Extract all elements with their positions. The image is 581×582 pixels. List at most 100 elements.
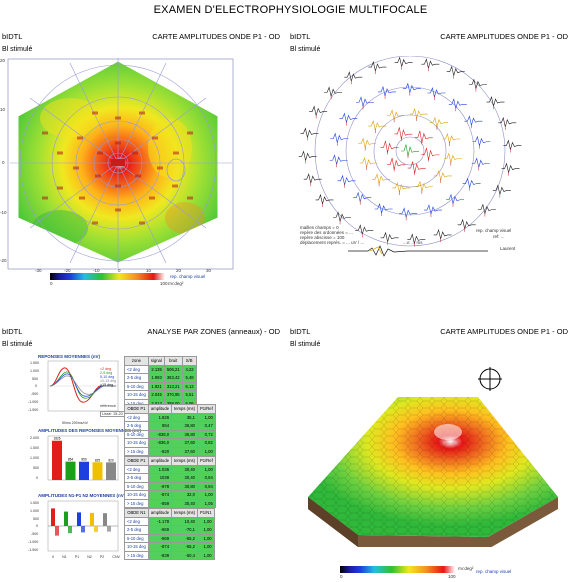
panel-header: bIDTL CARTE AMPLITUDES ONDE P1 - OD xyxy=(288,30,576,44)
legend-line: déplacement représ. = ... uV / ... xyxy=(300,240,365,245)
header-cell: signal xyxy=(147,356,165,366)
value-marker xyxy=(79,196,85,200)
table-cell: 2.045 xyxy=(147,390,165,400)
value-marker xyxy=(157,166,163,170)
table-cell: -978 xyxy=(147,481,173,491)
response-trace xyxy=(423,204,442,215)
patient-label: bIDTL xyxy=(290,32,311,41)
table-row: 10-15 deg -874 -55,2 1,00 xyxy=(124,542,215,552)
response-trace xyxy=(399,207,418,218)
header-cell: P1/Ref xyxy=(196,404,216,414)
bar-label: 854 xyxy=(68,458,74,462)
table-cell: 10-15 deg xyxy=(124,438,149,448)
bar xyxy=(90,512,94,526)
response-trace xyxy=(448,98,467,109)
table-row: 2-5 deg -869 -70,1 1,00 xyxy=(124,525,215,535)
response-trace xyxy=(329,154,348,165)
x-tick: 0 xyxy=(118,268,121,273)
table-cell: 10,40 xyxy=(171,516,198,526)
patient-label: bIDTL xyxy=(290,327,311,336)
x-tick: N1 xyxy=(62,555,67,559)
panel-header: bIDTL CARTE AMPLITUDES ONDE P1 - OD xyxy=(288,325,576,339)
response-trace xyxy=(394,127,413,140)
colorbar-unit: nV.deg² xyxy=(168,281,184,286)
response-trace xyxy=(503,139,522,150)
table-row: > 15 deg -839 -50,4 1,00 xyxy=(124,550,215,560)
value-marker xyxy=(115,184,121,188)
chart1-ytick: -1.500 xyxy=(28,408,39,412)
table-row: 10-15 deg -874 32,0 1,00 xyxy=(124,490,216,500)
table-cell: -820 xyxy=(147,446,173,456)
colorbar-min: 0 xyxy=(50,281,53,286)
table-cell: 2-5 deg xyxy=(124,373,149,383)
value-marker xyxy=(135,174,141,178)
table-row: 10-15 deg 2.045 370,95 5,51 xyxy=(124,390,197,400)
response-trace xyxy=(429,116,448,127)
table-cell: 30,40 xyxy=(171,498,198,508)
table-cell: 37,60 xyxy=(171,438,198,448)
response-trace xyxy=(477,203,496,214)
table-row: 5-10 deg -869 -55,2 1,00 xyxy=(124,533,215,543)
response-trace xyxy=(300,127,319,138)
side-label: Lissé: 15-20 xyxy=(100,411,125,417)
bar xyxy=(106,462,116,480)
table-cell: 1,00 xyxy=(196,412,216,422)
scale-label: ...v: ... ms xyxy=(403,240,423,245)
panel-trace-array: bIDTL CARTE AMPLITUDES ONDE P1 - OD Bl s… xyxy=(288,30,576,300)
chart2-title: AMPLITUDES DES REPONSES MOYENNES (nV) xyxy=(38,428,142,433)
response-trace xyxy=(468,78,487,89)
table-cell: 4,22 xyxy=(181,364,197,374)
reference-trace xyxy=(348,245,488,257)
bar xyxy=(68,526,72,534)
response-trace xyxy=(378,85,397,96)
table-cell: 1,00 xyxy=(196,525,215,535)
value-marker xyxy=(115,208,121,212)
legend-line: repère des ordonnées = ... xyxy=(300,230,353,235)
table-cell: 30,40 xyxy=(171,473,198,483)
header-cell: amplitude xyxy=(147,456,173,466)
value-marker xyxy=(172,184,178,188)
response-trace xyxy=(356,96,375,107)
table-cell: 1,00 xyxy=(196,542,215,552)
response-trace xyxy=(330,132,349,143)
value-marker xyxy=(173,151,179,155)
colorbar-note: rep. champ visuel xyxy=(476,569,512,574)
response-trace xyxy=(443,152,462,163)
chart1-ytick: -1.000 xyxy=(28,400,39,404)
chart3-ytick: -1.000 xyxy=(28,540,39,544)
y-tick: 0 xyxy=(2,160,5,165)
response-trace xyxy=(298,150,317,161)
response-trace xyxy=(355,224,374,235)
table-cell: 1,00 xyxy=(196,516,215,526)
table-row: 5-10 deg -838,0 36,80 0,72 xyxy=(124,429,216,439)
response-trace xyxy=(387,109,406,120)
patient-label: bIDTL xyxy=(2,32,23,41)
table-cell: -1.178 xyxy=(147,516,173,526)
x-tick: 10 xyxy=(146,268,152,273)
response-trace xyxy=(472,135,491,146)
response-trace xyxy=(315,193,334,205)
table-cell: 1.993 xyxy=(147,373,165,383)
table-cell: -838,0 xyxy=(147,429,173,439)
table-cell: 1,00 xyxy=(196,490,216,500)
colorbar-unit: nV.deg² xyxy=(458,566,474,571)
table-cell: 0,82 xyxy=(196,438,216,448)
chart2-ytick: 1.500 xyxy=(30,446,39,450)
panel-header: bIDTL ANALYSE PAR ZONES (anneaux) - OD xyxy=(0,325,288,339)
table-cell: -874 xyxy=(147,490,173,500)
value-marker xyxy=(139,221,145,225)
response-trace xyxy=(501,162,520,173)
chart3-xaxis: 0 N1 P1 N2 P2 CNV xyxy=(52,555,120,559)
value-marker xyxy=(187,196,193,200)
table-cell: -55,2 xyxy=(171,533,198,543)
header-cell: amplitude xyxy=(147,404,173,414)
response-trace xyxy=(358,137,377,148)
table-cell: <2 deg xyxy=(124,412,149,422)
response-trace xyxy=(433,169,452,181)
response-trace xyxy=(353,191,372,202)
value-marker xyxy=(115,141,121,145)
x-tick: CNV xyxy=(112,555,120,559)
table-cell: 30,80 xyxy=(171,481,198,491)
response-trace xyxy=(492,184,511,195)
colorbar-note: rep. champ visuel xyxy=(170,274,206,279)
